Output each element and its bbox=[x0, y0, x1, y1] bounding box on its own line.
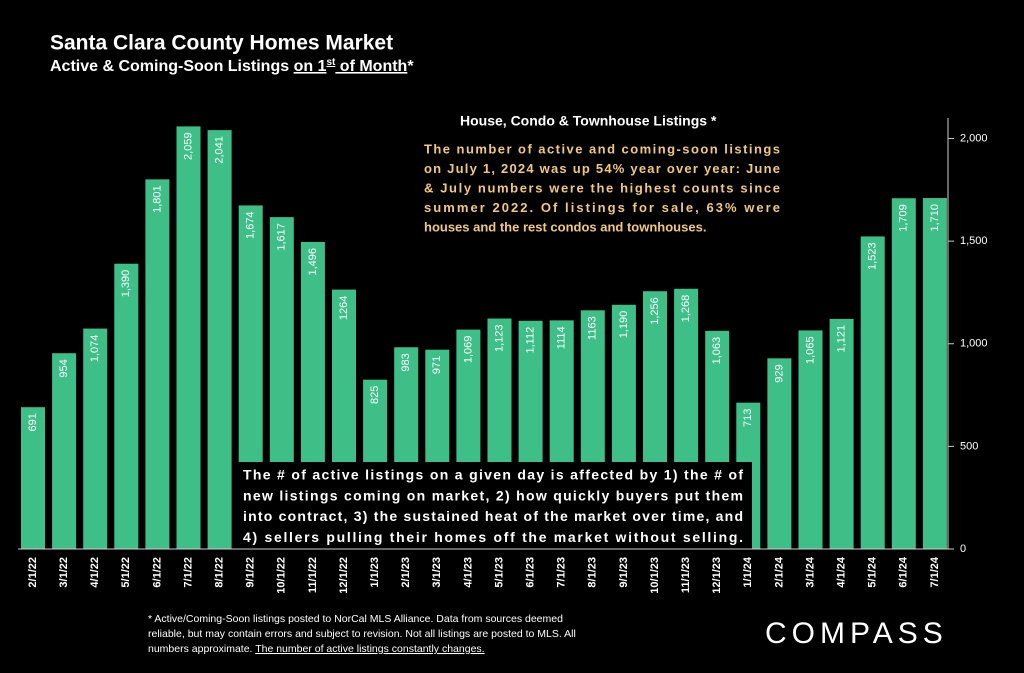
annotation-line: new listings coming on market, 2) how qu… bbox=[243, 487, 743, 503]
value-label: 1,063 bbox=[711, 337, 723, 365]
x-tick-label: 9/1/22 bbox=[245, 557, 257, 588]
x-tick-label: 3/1/23 bbox=[431, 557, 443, 588]
x-tick-label: 1/1/23 bbox=[369, 557, 381, 588]
x-tick-label: 11/1/23 bbox=[680, 557, 692, 593]
footnote-text: The number of active listings constantly… bbox=[255, 643, 484, 655]
value-label: 1,074 bbox=[89, 335, 101, 363]
x-tick-label: 11/1/22 bbox=[307, 557, 319, 593]
y-tick-label: 0 bbox=[960, 543, 966, 555]
annotation-line: summer 2022. Of listings for sale, 63% w… bbox=[424, 200, 780, 215]
x-tick-label: 9/1/23 bbox=[618, 557, 630, 588]
x-tick-label: 12/1/23 bbox=[711, 557, 723, 594]
y-tick-label: 500 bbox=[960, 440, 978, 452]
x-tick-label: 4/1/22 bbox=[89, 557, 101, 588]
annotation-line: houses and the rest condos and townhouse… bbox=[424, 219, 706, 234]
bar bbox=[208, 130, 232, 549]
value-label: 1,065 bbox=[804, 336, 816, 364]
annotation-line: 4) sellers pulling their homes off the m… bbox=[243, 529, 743, 545]
value-label: 1,709 bbox=[898, 204, 910, 232]
value-label: 1,121 bbox=[836, 325, 848, 353]
annotation-line: & July numbers were the highest counts s… bbox=[424, 180, 780, 195]
value-label: 1264 bbox=[338, 296, 350, 320]
value-label: 1,190 bbox=[618, 311, 630, 339]
value-label: 1,617 bbox=[276, 223, 288, 251]
x-tick-label: 8/1/22 bbox=[214, 557, 226, 588]
x-tick-label: 2/1/22 bbox=[27, 557, 39, 588]
footnote: reliable, but may contain errors and sub… bbox=[148, 628, 576, 640]
x-tick-label: 6/1/23 bbox=[525, 557, 537, 588]
footnote: numbers approximate. The number of activ… bbox=[148, 643, 485, 655]
footnote-text: numbers approximate. bbox=[148, 643, 255, 655]
value-label: 1163 bbox=[587, 316, 599, 340]
x-tick-label: 5/1/23 bbox=[493, 557, 505, 588]
x-tick-label: 7/1/22 bbox=[182, 557, 194, 588]
subtitle-part: * bbox=[407, 58, 414, 75]
value-label: 971 bbox=[431, 356, 443, 374]
x-tick-label: 6/1/24 bbox=[898, 556, 910, 587]
annotation-line: on July 1, 2024 was up 54% year over yea… bbox=[424, 161, 780, 176]
value-label: 1,801 bbox=[151, 185, 163, 213]
value-label: 1,112 bbox=[525, 327, 537, 354]
footnote-text: reliable, but may contain errors and sub… bbox=[148, 628, 576, 640]
x-tick-label: 6/1/22 bbox=[151, 557, 163, 588]
chart-title: Santa Clara County Homes Market bbox=[50, 32, 393, 55]
value-label: 1,496 bbox=[307, 248, 319, 276]
value-label: 2,059 bbox=[182, 132, 194, 160]
x-tick-label: 3/1/22 bbox=[58, 557, 70, 588]
value-label: 954 bbox=[58, 359, 70, 377]
value-label: 825 bbox=[369, 386, 381, 404]
annotation-line: into contract, 3) the sustained heat of … bbox=[243, 508, 743, 524]
value-label: 691 bbox=[27, 413, 39, 431]
value-label: 1,710 bbox=[929, 204, 941, 232]
x-tick-label: 2/1/24 bbox=[773, 556, 785, 587]
value-label: 1,390 bbox=[120, 270, 132, 298]
y-tick-label: 1,000 bbox=[960, 338, 988, 350]
bar bbox=[892, 198, 916, 549]
value-label: 929 bbox=[773, 364, 785, 382]
chart-subtitle: Active & Coming-Soon Listings on 1st of … bbox=[50, 57, 414, 76]
bar bbox=[114, 264, 138, 549]
subtitle-part: Active & Coming-Soon Listings bbox=[50, 58, 294, 75]
value-label: 1,523 bbox=[867, 242, 879, 270]
value-label: 713 bbox=[742, 409, 754, 427]
y-tick-label: 2,000 bbox=[960, 132, 988, 144]
x-tick-label: 3/1/24 bbox=[804, 556, 816, 587]
x-tick-label: 10/1/23 bbox=[649, 557, 661, 594]
x-tick-label: 10/1/22 bbox=[276, 557, 288, 594]
value-label: 1,256 bbox=[649, 297, 661, 325]
bar bbox=[52, 353, 76, 549]
logo: COMPASS bbox=[765, 617, 948, 650]
x-tick-label: 1/1/24 bbox=[742, 556, 754, 587]
value-label: 983 bbox=[400, 353, 412, 371]
subtitle-part: on 1 bbox=[294, 58, 327, 75]
y-tick-label: 1,500 bbox=[960, 235, 988, 247]
value-label: 1,674 bbox=[245, 211, 257, 239]
x-tick-label: 8/1/23 bbox=[587, 557, 599, 588]
x-tick-label: 5/1/24 bbox=[867, 556, 879, 587]
bar bbox=[767, 358, 791, 549]
x-tick-label: 7/1/24 bbox=[929, 556, 941, 587]
value-label: 1,123 bbox=[493, 325, 505, 353]
bar bbox=[145, 179, 169, 549]
plot-title: House, Condo & Townhouse Listings * bbox=[460, 113, 717, 129]
x-tick-label: 4/1/24 bbox=[836, 556, 848, 587]
annotation-line: The number of active and coming-soon lis… bbox=[424, 141, 780, 156]
footnote: * Active/Coming-Soon listings posted to … bbox=[148, 613, 563, 625]
value-label: 2,041 bbox=[214, 136, 226, 164]
x-tick-label: 5/1/22 bbox=[120, 557, 132, 588]
x-tick-label: 2/1/23 bbox=[400, 557, 412, 588]
bar bbox=[177, 126, 201, 549]
annotation-line: The # of active listings on a given day … bbox=[243, 467, 743, 483]
footnote-text: * Active/Coming-Soon listings posted to … bbox=[148, 613, 563, 625]
bar bbox=[861, 236, 885, 549]
value-label: 1,069 bbox=[462, 336, 474, 364]
x-tick-label: 7/1/23 bbox=[556, 557, 568, 588]
bar bbox=[923, 198, 947, 549]
value-label: 1,268 bbox=[680, 295, 692, 323]
x-tick-label: 4/1/23 bbox=[462, 557, 474, 588]
subtitle-part: of Month bbox=[335, 58, 407, 75]
value-label: 1114 bbox=[556, 326, 568, 349]
x-tick-label: 12/1/22 bbox=[338, 557, 350, 594]
